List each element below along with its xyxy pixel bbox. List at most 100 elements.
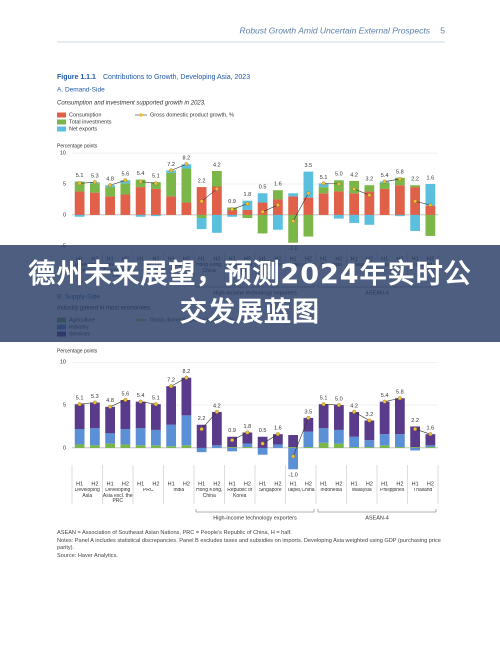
bar-segment bbox=[333, 429, 344, 444]
bar-segment bbox=[120, 399, 131, 430]
bar-segment bbox=[257, 193, 268, 203]
data-label: 5.3 bbox=[91, 394, 99, 400]
legend-label: Consumption bbox=[69, 112, 101, 118]
gdp-point bbox=[169, 384, 174, 389]
gdp-point bbox=[214, 409, 219, 414]
bar-segment bbox=[89, 428, 100, 446]
gdp-point bbox=[138, 179, 143, 184]
bar-segment bbox=[333, 214, 344, 219]
data-label: 1.8 bbox=[244, 192, 252, 198]
x-tick-label: H2 bbox=[396, 481, 403, 487]
gdp-point bbox=[245, 430, 250, 435]
gdp-point bbox=[184, 375, 189, 380]
gdp-point bbox=[230, 438, 235, 443]
data-label: 7.2 bbox=[167, 378, 175, 384]
bar-segment bbox=[211, 411, 222, 446]
bar-segment bbox=[181, 164, 192, 169]
panel-subtitle: Consumption and investment supported gro… bbox=[57, 101, 206, 107]
x-tick-label: H1 bbox=[351, 481, 358, 487]
bar-segment bbox=[303, 197, 314, 215]
bar-segment bbox=[288, 193, 299, 197]
bar-segment bbox=[181, 377, 192, 416]
bar-segment bbox=[349, 193, 360, 215]
y-tick-label: 5 bbox=[63, 181, 66, 187]
bar-segment bbox=[379, 434, 390, 446]
gdp-point bbox=[245, 201, 250, 206]
bar-segment bbox=[272, 214, 283, 230]
data-label: 2.2 bbox=[411, 418, 419, 424]
bar-segment bbox=[135, 428, 146, 446]
bar-segment bbox=[303, 417, 314, 432]
data-label: 5.3 bbox=[91, 174, 99, 180]
data-label: 3.5 bbox=[305, 409, 313, 415]
x-tick-label: H2 bbox=[305, 481, 312, 487]
group-label-box: Singapore bbox=[259, 488, 282, 493]
data-label: 8.2 bbox=[183, 369, 191, 375]
gdp-point bbox=[367, 418, 372, 423]
bar-segment bbox=[120, 444, 131, 448]
bar-segment bbox=[272, 444, 283, 448]
gdp-point bbox=[199, 427, 204, 431]
bar-segment bbox=[196, 447, 207, 453]
x-tick-label: H1 bbox=[107, 481, 114, 487]
gdp-line bbox=[292, 193, 309, 222]
group-label-box: Thailand bbox=[413, 488, 432, 493]
bar-segment bbox=[166, 446, 177, 448]
bar-segment bbox=[257, 214, 268, 234]
gdp-line bbox=[353, 411, 370, 421]
bar-segment bbox=[105, 187, 116, 197]
bar-segment bbox=[425, 434, 436, 446]
x-tick-label: H1 bbox=[198, 481, 205, 487]
bar-segment bbox=[364, 447, 375, 448]
bar-segment bbox=[288, 447, 299, 470]
data-label: 5.1 bbox=[76, 173, 84, 179]
data-label: 5.8 bbox=[396, 390, 404, 396]
group-label: Indonesia bbox=[320, 488, 343, 493]
gdp-line bbox=[262, 433, 279, 444]
gdp-point bbox=[77, 402, 82, 407]
bar-segment bbox=[181, 445, 192, 448]
data-label: 3.2 bbox=[366, 412, 374, 418]
data-label: 4.2 bbox=[213, 162, 221, 168]
bar-segment bbox=[242, 209, 253, 215]
bar-segment bbox=[150, 429, 161, 446]
data-label: 1.6 bbox=[274, 182, 282, 188]
bracket-label: ASEAN-4 bbox=[365, 515, 389, 521]
gdp-point bbox=[397, 177, 402, 182]
data-label: 5.0 bbox=[335, 172, 343, 178]
bar-segment bbox=[135, 401, 146, 429]
group-label: Developing Asia bbox=[74, 488, 100, 499]
bracket bbox=[317, 509, 437, 513]
bar-segment bbox=[120, 429, 131, 445]
bar-segment bbox=[74, 444, 85, 448]
gdp-point bbox=[321, 181, 326, 186]
bar-segment bbox=[318, 193, 329, 215]
gdp-point bbox=[275, 203, 280, 207]
gdp-line bbox=[79, 181, 95, 184]
y-tick-label: 0 bbox=[63, 212, 66, 218]
bar-segment bbox=[74, 181, 85, 192]
data-label: 4.2 bbox=[350, 403, 358, 409]
bar-segment bbox=[318, 404, 329, 429]
bar-segment bbox=[166, 172, 177, 197]
bar-segment bbox=[425, 205, 436, 215]
bar-segment bbox=[333, 191, 344, 215]
y-tick-label: 0 bbox=[63, 445, 66, 451]
bracket bbox=[195, 509, 315, 513]
panel-title: A. Demand-Side bbox=[57, 87, 105, 94]
bar-segment bbox=[410, 214, 421, 231]
gdp-line bbox=[384, 178, 400, 182]
bar-segment bbox=[333, 405, 344, 430]
bar-segment bbox=[150, 188, 161, 215]
gdp-line bbox=[415, 201, 431, 206]
bar-segment bbox=[318, 442, 329, 448]
bar-segment bbox=[166, 386, 177, 425]
legend-swatch bbox=[57, 126, 66, 132]
gdp-point bbox=[321, 402, 326, 407]
x-tick-label: H2 bbox=[183, 481, 190, 487]
bar-segment bbox=[394, 214, 405, 217]
gdp-point bbox=[92, 180, 97, 185]
bar-segment bbox=[349, 436, 360, 448]
bar-segment bbox=[364, 191, 375, 215]
